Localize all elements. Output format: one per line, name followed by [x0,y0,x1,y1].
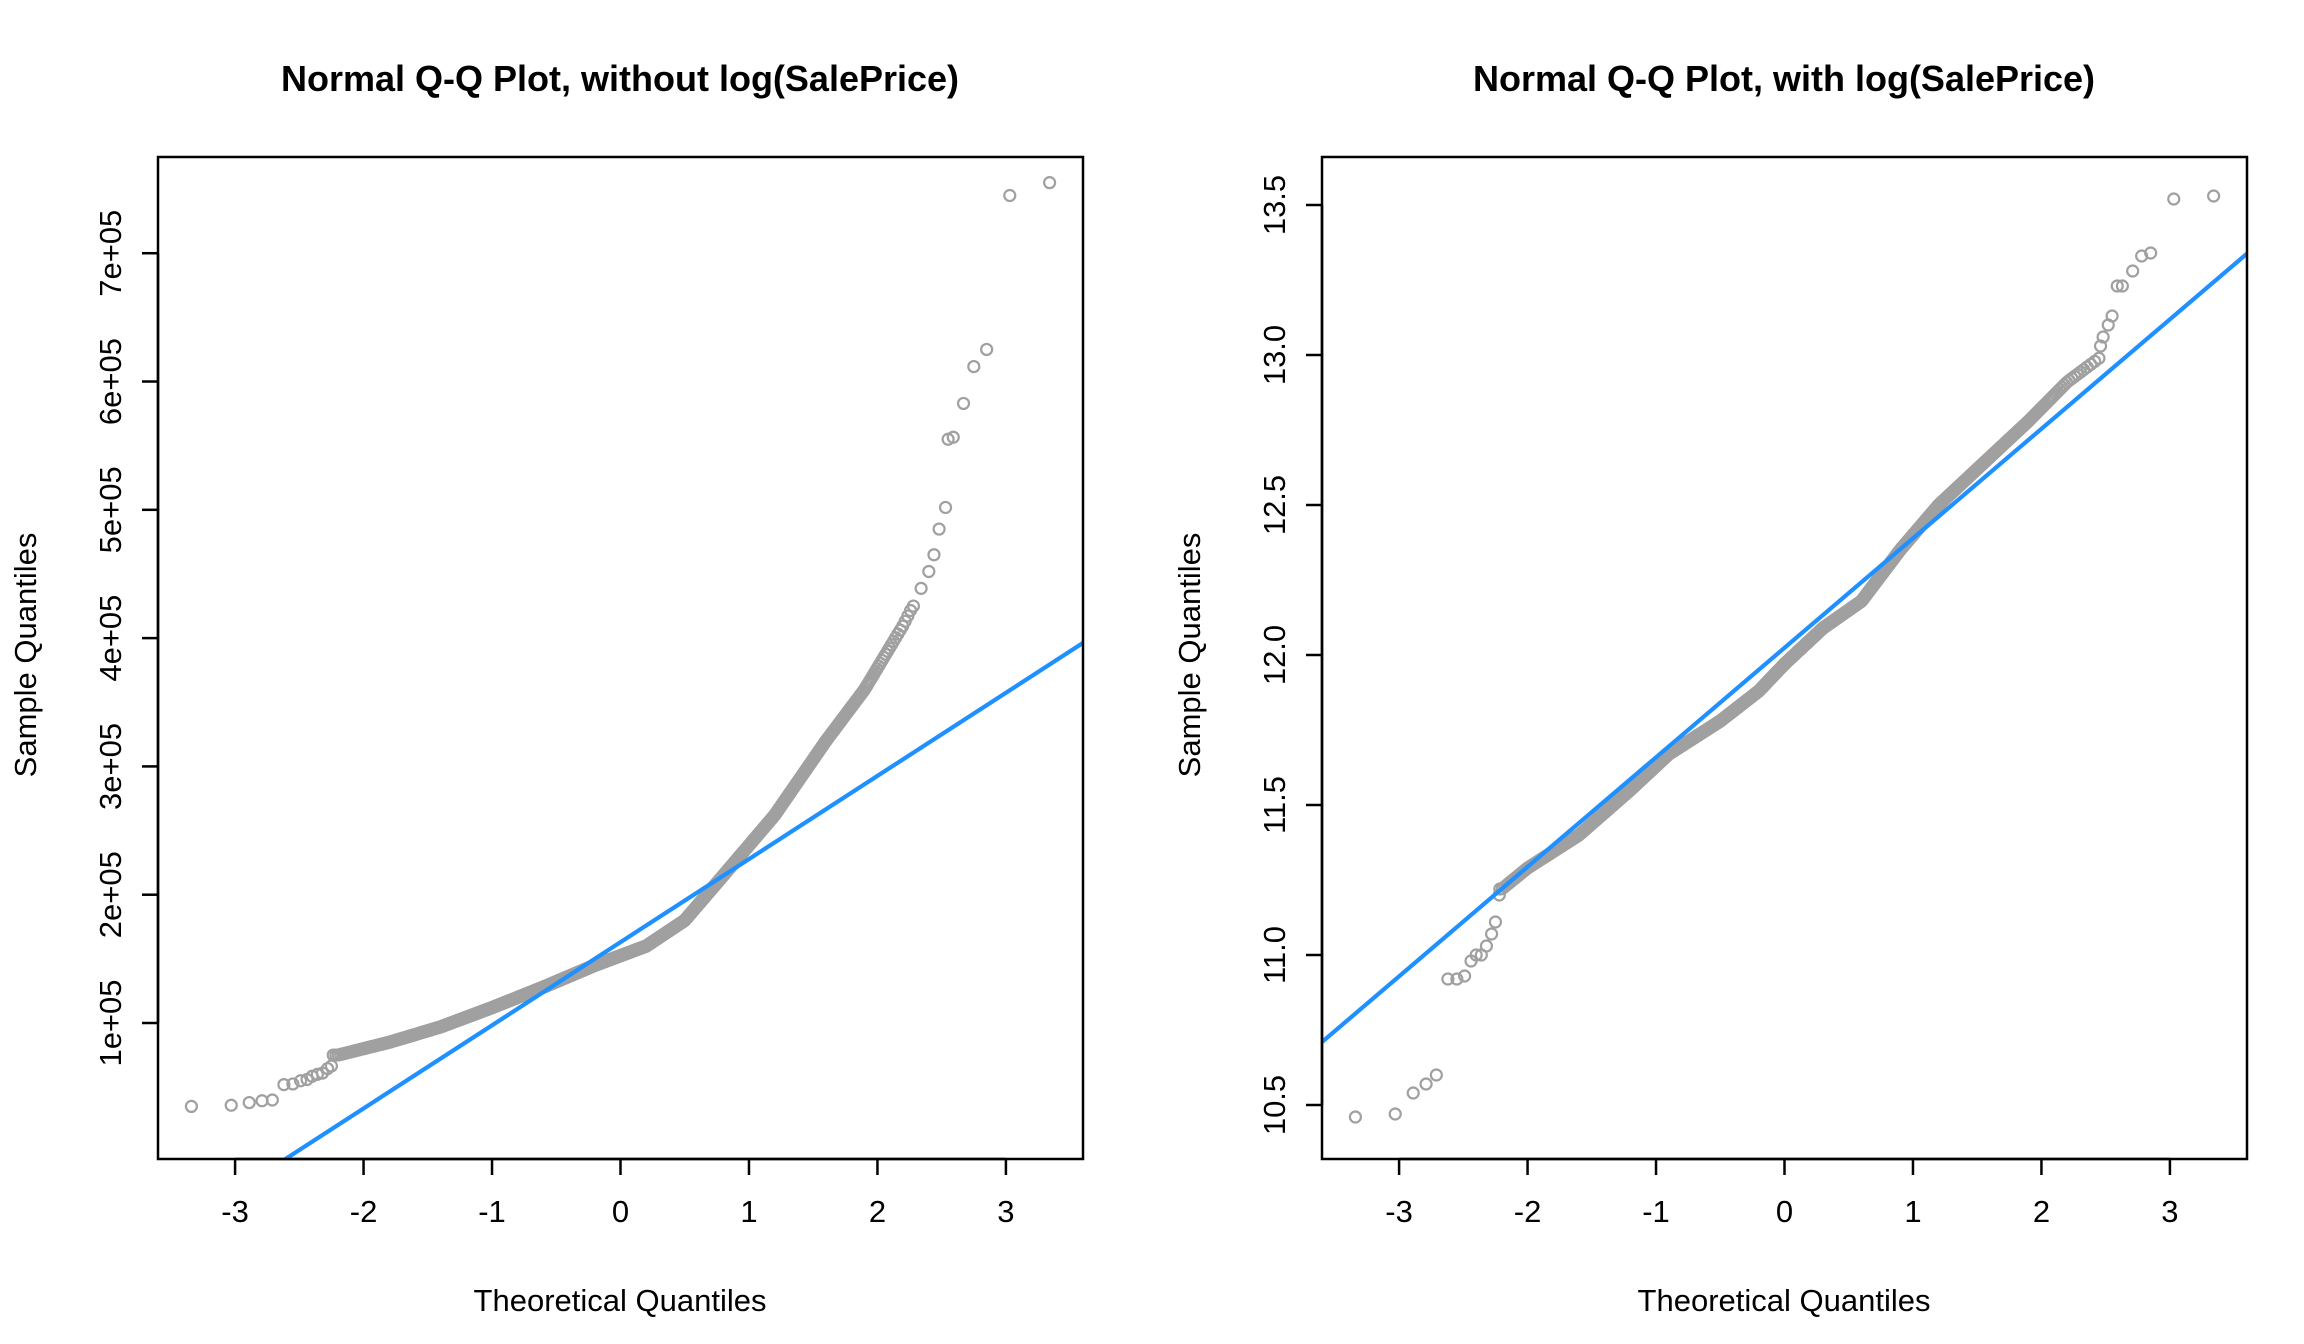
qq-plot-without-log-panel: Normal Q-Q Plot, without log(SalePrice) … [8,58,1085,1318]
x-tick-label: 1 [1904,1194,1921,1229]
sample-point [2105,309,2119,323]
sample-point [2093,339,2108,353]
y-axis: 1e+05 2e+05 3e+05 4e+05 5e+05 6e+05 7e+05 [93,210,160,1067]
sample-points [1348,189,2221,1124]
sample-point [2115,279,2129,293]
y-tick-label: 2e+05 [93,851,128,938]
sample-point [1042,176,1057,190]
sample-point [1488,915,1503,929]
x-tick-label: -1 [478,1194,506,1229]
y-axis-label: Sample Quantiles [1172,533,1207,778]
x-tick-label: -1 [1642,1194,1670,1229]
x-tick-label: 3 [997,1194,1014,1229]
sample-point [2167,192,2181,206]
y-tick-label: 5e+05 [93,466,128,553]
sample-point [1441,972,1455,986]
y-tick-label: 12.0 [1257,625,1292,685]
x-tick-label: -2 [1514,1194,1542,1229]
sample-point [1406,1086,1420,1100]
sample-point [980,342,994,357]
sample-point [294,1074,308,1088]
sample-point [946,430,960,444]
x-axis: -3 -2 -1 0 1 2 3 [221,1157,1015,1229]
y-tick-label: 4e+05 [93,595,128,682]
sample-point [2096,330,2110,344]
sample-point [938,500,953,515]
sample-point [927,548,941,562]
sample-points [184,176,1057,1113]
sample-point [914,581,928,595]
sample-point [1003,188,1017,203]
qq-reference-line [281,640,1083,1159]
y-axis-label: Sample Quantiles [8,533,43,778]
x-tick-label: -3 [221,1194,249,1229]
x-tick-label: 3 [2161,1194,2178,1229]
y-tick-label: 11.0 [1257,926,1292,984]
sample-point [310,1067,324,1081]
y-tick-label: 3e+05 [93,723,128,810]
sample-point [224,1098,238,1112]
sample-point [1484,927,1499,941]
sample-point [1429,1068,1443,1082]
sample-point [1479,939,1494,953]
y-tick-label: 10.5 [1257,1075,1292,1135]
x-tick-label: 0 [612,1194,629,1229]
sample-point [956,396,971,411]
x-axis: -3 -2 -1 0 1 2 3 [1385,1157,2179,1229]
sample-point [324,1059,339,1073]
sample-point [967,359,981,374]
qq-plot-with-log-panel: Normal Q-Q Plot, with log(SalePrice) The… [1172,58,2249,1318]
y-tick-label: 13.0 [1257,325,1292,385]
sample-point [2110,279,2124,293]
sample-point [2206,189,2221,203]
x-tick-label: 1 [740,1194,757,1229]
y-axis: 10.5 11.0 11.5 12.0 12.5 13.0 13.5 [1257,175,1324,1135]
sample-point [2144,246,2158,260]
x-tick-label: 2 [2033,1194,2050,1229]
y-tick-label: 7e+05 [93,210,128,297]
x-tick-label: 0 [1776,1194,1793,1229]
sample-point [286,1077,300,1091]
sample-point [184,1099,199,1113]
x-tick-label: 2 [869,1194,886,1229]
sample-point [265,1093,279,1107]
x-axis-label: Theoretical Quantiles [474,1283,767,1318]
y-tick-label: 1e+05 [93,979,128,1066]
x-tick-label: -2 [350,1194,378,1229]
sample-point [922,564,936,579]
sample-point [1348,1110,1363,1124]
y-tick-label: 6e+05 [93,338,128,425]
sample-point [932,522,946,536]
plot-frame [156,155,1085,1161]
sample-point [1388,1107,1402,1121]
plot-marks [184,176,1083,1159]
qq-reference-line [1322,250,2247,1045]
x-tick-label: -3 [1385,1194,1413,1229]
sample-point [2092,351,2106,365]
y-tick-label: 11.5 [1257,776,1292,834]
plot-frame [1320,155,2249,1161]
y-tick-label: 13.5 [1257,175,1292,235]
sample-point [2126,264,2140,278]
plot-marks [1322,189,2247,1124]
sample-point [1458,969,1472,983]
chart-title: Normal Q-Q Plot, without log(SalePrice) [281,58,959,99]
sample-point [277,1077,291,1092]
chart-title: Normal Q-Q Plot, with log(SalePrice) [1473,58,2095,99]
sample-point [1469,948,1483,962]
sample-point [1419,1077,1433,1091]
sample-point [906,599,921,613]
y-tick-label: 12.5 [1257,475,1292,535]
sample-point [242,1095,256,1110]
sample-point [1450,972,1464,986]
x-axis-label: Theoretical Quantiles [1638,1283,1931,1318]
